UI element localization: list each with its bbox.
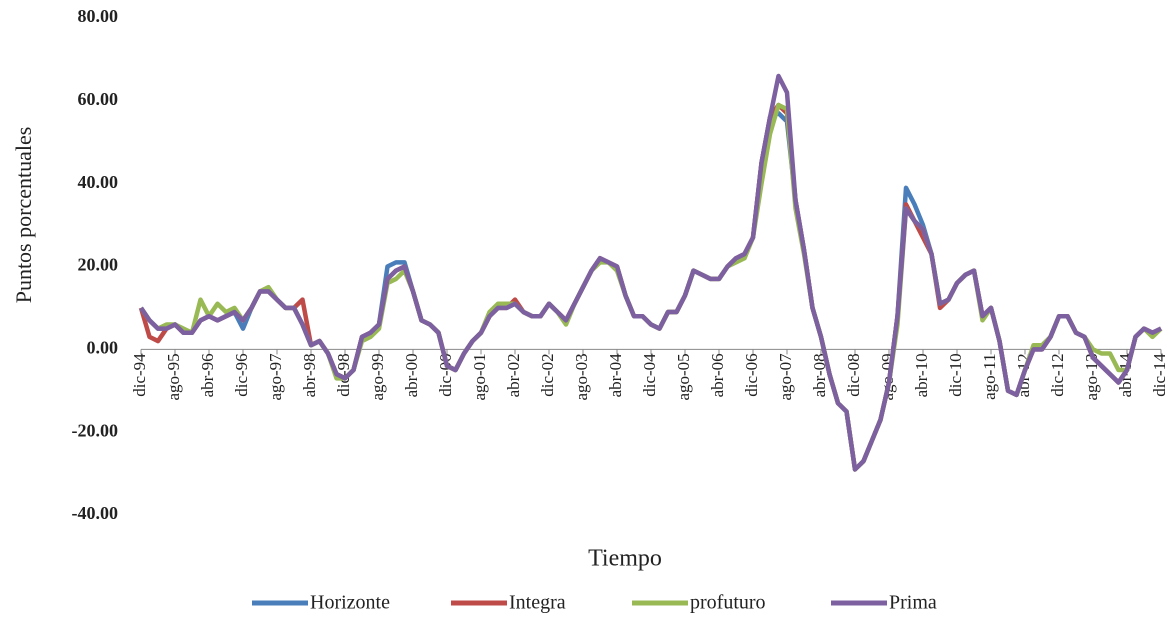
x-tick-label: dic-14 — [1150, 353, 1169, 397]
series-line — [139, 73, 1162, 472]
legend-label: Integra — [509, 592, 566, 614]
y-tick-label: -20.00 — [72, 420, 119, 440]
x-tick-label: ago-99 — [368, 353, 387, 400]
x-tick-label: abr-02 — [504, 353, 523, 397]
series-line — [139, 111, 1162, 472]
x-tick-label: abr-08 — [810, 353, 829, 397]
x-tick-label: abr-10 — [912, 353, 931, 397]
x-tick-label: dic-02 — [538, 353, 557, 396]
x-tick-label: abr-00 — [402, 353, 421, 397]
x-tick-label: abr-96 — [198, 353, 217, 397]
x-tick-label: ago-03 — [572, 353, 591, 400]
x-tick-label: dic-94 — [130, 353, 149, 397]
x-tick-label: abr-06 — [708, 353, 727, 397]
x-tick-label: abr-98 — [300, 353, 319, 397]
x-tick-label: dic-06 — [742, 353, 761, 396]
x-tick-label: dic-00 — [436, 353, 455, 396]
x-tick-label: dic-08 — [844, 353, 863, 396]
x-tick-label: ago-07 — [776, 353, 795, 401]
x-tick-label: dic-12 — [1048, 353, 1067, 396]
x-tick-label: dic-04 — [640, 353, 659, 397]
legend-label: profuturo — [690, 592, 766, 614]
legend-label: Prima — [889, 592, 937, 614]
y-tick-label: 20.00 — [78, 255, 119, 275]
y-tick-label: 40.00 — [78, 172, 119, 192]
y-tick-label: 0.00 — [87, 337, 119, 357]
x-tick-label: dic-96 — [232, 353, 251, 396]
x-tick-label: ago-13 — [1082, 353, 1101, 400]
x-tick-label: abr-04 — [606, 353, 625, 398]
y-tick-label: -40.00 — [72, 503, 119, 523]
x-tick-label: ago-01 — [470, 353, 489, 400]
x-tick-label: ago-05 — [674, 353, 693, 400]
x-tick-label: ago-97 — [266, 353, 285, 401]
series-line — [138, 102, 1162, 472]
y-tick-label: 80.00 — [78, 6, 119, 26]
x-tick-label: dic-10 — [946, 353, 965, 396]
y-axis-title: Puntos porcentuales — [11, 127, 36, 304]
x-tick-label: ago-11 — [980, 353, 999, 400]
series-line — [139, 102, 1163, 472]
x-axis-title: Tiempo — [588, 546, 662, 572]
x-tick-label: ago-95 — [164, 353, 183, 400]
y-tick-label: 60.00 — [78, 89, 119, 109]
legend-label: Horizonte — [310, 592, 390, 614]
